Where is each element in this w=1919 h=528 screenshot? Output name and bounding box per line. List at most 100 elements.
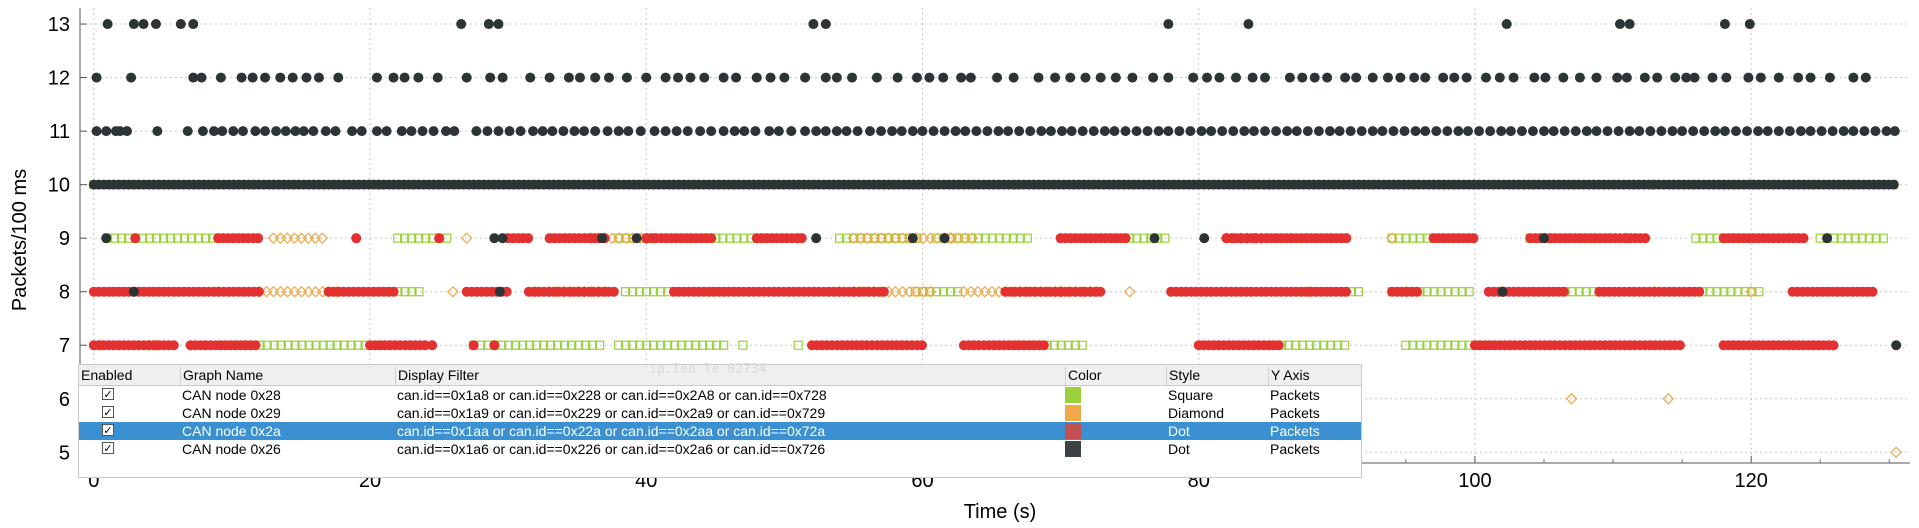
col-graph-name-header[interactable]: Graph Name <box>180 367 395 385</box>
data-point <box>1889 126 1900 137</box>
data-point <box>1408 340 1418 350</box>
data-point <box>673 72 684 83</box>
y-tick-label: 8 <box>59 282 70 304</box>
data-point <box>796 233 807 244</box>
data-point <box>537 126 548 137</box>
data-point <box>917 340 927 351</box>
graph-row[interactable]: ✓ CAN node 0x26 can.id==0x1a6 or can.id==0… <box>79 440 1361 458</box>
data-point <box>642 340 652 350</box>
data-point <box>608 286 619 297</box>
display-filter-cell[interactable]: can.id==0x1aa or can.id==0x22a or can.id… <box>397 423 826 439</box>
style-cell[interactable]: Diamond <box>1168 405 1225 421</box>
data-point <box>128 286 139 297</box>
data-point <box>1602 126 1613 137</box>
style-cell[interactable]: Dot <box>1168 423 1190 439</box>
graph-name-cell[interactable]: CAN node 0x26 <box>182 441 281 457</box>
graph-row[interactable]: ✓ CAN node 0x2a can.id==0x1aa or can.id==0… <box>79 422 1361 440</box>
chart-plot-area <box>88 19 1903 459</box>
data-point <box>1045 126 1056 137</box>
data-point <box>1095 72 1106 83</box>
data-point <box>339 340 349 350</box>
data-point <box>1548 126 1559 137</box>
style-cell[interactable]: Dot <box>1168 441 1190 457</box>
data-point <box>1570 126 1581 137</box>
graph-name-cell[interactable]: CAN node 0x2a <box>182 423 281 439</box>
graph-row[interactable]: ✓ CAN node 0x28 can.id==0x1a8 or can.id==0… <box>79 386 1361 404</box>
data-point <box>1762 126 1773 137</box>
data-point <box>1496 126 1507 137</box>
data-point <box>187 233 197 243</box>
graph-table-header: Enabled Graph Name Display Filter Color … <box>79 362 1361 386</box>
data-point <box>1888 179 1899 190</box>
data-point <box>308 126 319 137</box>
data-point <box>1705 233 1715 243</box>
data-point <box>1341 233 1352 244</box>
color-swatch[interactable] <box>1065 405 1081 421</box>
y-axis-cell[interactable]: Packets <box>1270 405 1320 421</box>
data-point <box>1109 126 1120 137</box>
data-point <box>304 340 314 350</box>
y-tick-label: 5 <box>59 442 70 464</box>
enabled-checkbox[interactable]: ✓ <box>102 442 114 455</box>
data-point <box>532 340 542 350</box>
data-point <box>121 126 132 137</box>
data-point <box>201 233 211 243</box>
data-point <box>1247 72 1258 83</box>
data-point <box>1612 72 1623 83</box>
graph-name-cell[interactable]: CAN node 0x28 <box>182 387 281 403</box>
data-point <box>684 340 694 350</box>
data-point <box>1132 233 1142 243</box>
color-swatch[interactable] <box>1065 441 1081 457</box>
col-enabled-header[interactable]: Enabled <box>81 367 133 383</box>
data-point <box>511 340 521 350</box>
data-point <box>987 233 997 243</box>
graph-name-cell[interactable]: CAN node 0x29 <box>182 405 281 421</box>
data-point <box>247 72 258 83</box>
enabled-checkbox[interactable]: ✓ <box>102 388 114 401</box>
data-point <box>1621 72 1632 83</box>
data-point <box>569 126 580 137</box>
data-point <box>1705 287 1715 297</box>
y-tick-label: 10 <box>48 175 70 197</box>
col-display-filter-header[interactable]: Display Filter <box>395 367 1065 385</box>
data-point <box>1305 340 1315 350</box>
graph-row[interactable]: ✓ CAN node 0x29 can.id==0x1a9 or can.id==0… <box>79 404 1361 422</box>
display-filter-cell[interactable]: can.id==0x1a9 or can.id==0x229 or can.id… <box>397 405 826 421</box>
data-point <box>1828 340 1839 351</box>
data-point <box>1231 72 1242 83</box>
color-swatch[interactable] <box>1065 423 1081 439</box>
data-point <box>641 287 652 297</box>
enabled-checkbox[interactable]: ✓ <box>102 424 114 437</box>
data-point <box>808 19 819 30</box>
data-point <box>371 72 382 83</box>
data-point <box>1688 126 1699 137</box>
graph-list-table[interactable]: Enabled Graph Name Display Filter Color … <box>78 362 1362 478</box>
y-axis-cell[interactable]: Packets <box>1270 387 1320 403</box>
data-point <box>250 340 261 351</box>
enabled-checkbox[interactable]: ✓ <box>102 406 114 419</box>
data-point <box>718 233 728 243</box>
display-filter-cell[interactable]: can.id==0x1a6 or can.id==0x226 or can.id… <box>397 441 826 457</box>
data-point <box>1056 126 1067 137</box>
style-cell[interactable]: Square <box>1168 387 1214 403</box>
data-point <box>1505 126 1516 137</box>
col-y-axis-header[interactable]: Y Axis <box>1268 367 1361 385</box>
data-point <box>388 72 399 83</box>
data-point <box>960 126 971 137</box>
data-point <box>621 340 631 350</box>
data-point <box>718 126 729 137</box>
data-point <box>237 126 248 137</box>
data-point <box>765 72 776 83</box>
data-point <box>236 72 247 83</box>
data-point <box>351 233 362 244</box>
col-style-header[interactable]: Style <box>1166 367 1268 385</box>
data-point <box>1891 340 1902 351</box>
data-point <box>1719 287 1729 297</box>
data-point <box>518 340 528 350</box>
y-axis-cell[interactable]: Packets <box>1270 423 1320 439</box>
display-filter-cell[interactable]: can.id==0x1a8 or can.id==0x228 or can.id… <box>397 387 827 403</box>
color-swatch[interactable] <box>1065 387 1081 403</box>
col-color-header[interactable]: Color <box>1065 367 1166 385</box>
y-axis-cell[interactable]: Packets <box>1270 441 1320 457</box>
